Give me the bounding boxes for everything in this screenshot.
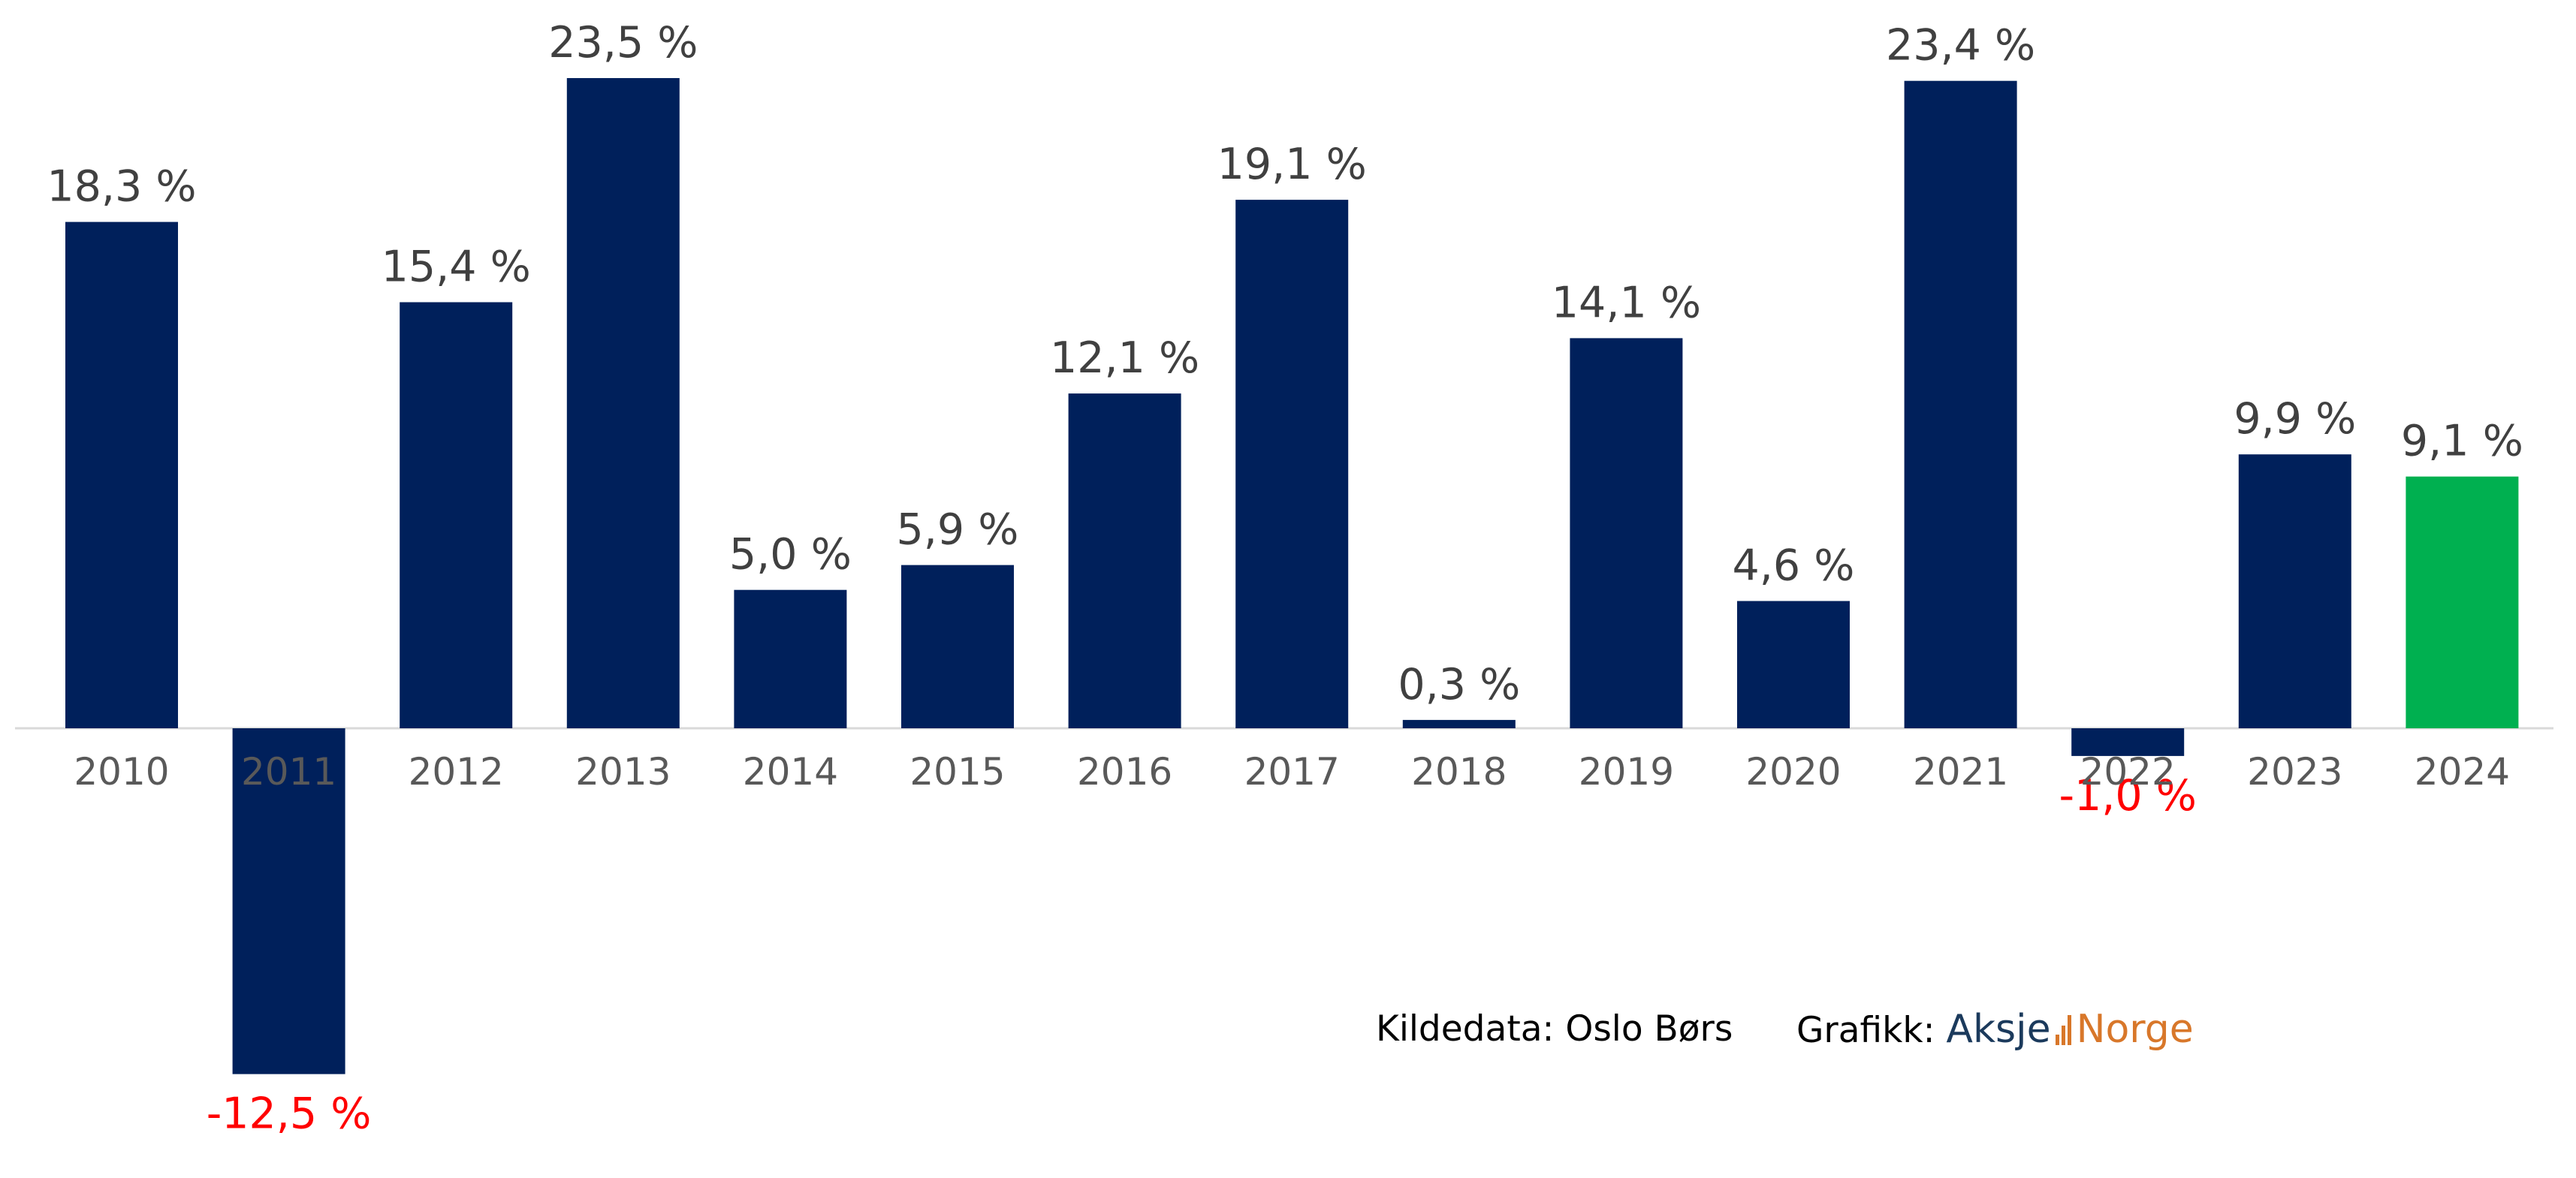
value-label-2010: 18,3 %: [47, 162, 196, 212]
value-label-2015: 5,9 %: [897, 505, 1019, 555]
x-tick-2017: 2017: [1244, 750, 1340, 794]
bar-2019: [1570, 338, 1683, 728]
x-tick-2018: 2018: [1411, 750, 1507, 794]
value-label-2012: 15,4 %: [382, 243, 531, 292]
value-label-2021: 23,4 %: [1886, 21, 2035, 71]
x-tick-2011: 2011: [241, 750, 336, 794]
bar-2011: [232, 728, 345, 1074]
bar-2020: [1737, 601, 1850, 728]
bar-2021: [1904, 80, 2017, 728]
bar-2016: [1068, 393, 1181, 728]
value-label-2014: 5,0 %: [729, 530, 852, 580]
value-labels-group: 18,3 % -12,5 % 15,4 % 23,5 % 5,0 % 5,9 % 12,1 …: [47, 18, 2523, 1139]
value-label-2017: 19,1 %: [1217, 140, 1367, 189]
value-label-2023: 9,9 %: [2234, 394, 2356, 444]
bar-2014: [734, 589, 847, 728]
bar-2010: [65, 221, 178, 729]
x-tick-2013: 2013: [575, 750, 671, 794]
bars-group: [65, 78, 2519, 1074]
bar-2015: [901, 565, 1014, 728]
value-label-2016: 12,1 %: [1050, 333, 1199, 383]
x-tick-2014: 2014: [743, 750, 838, 794]
value-label-2024: 9,1 %: [2401, 417, 2523, 466]
graphic-credit: Grafikk: Aksje Norge: [1796, 1007, 2194, 1053]
x-tick-2019: 2019: [1579, 750, 1674, 794]
x-tick-2016: 2016: [1077, 750, 1172, 794]
bar-chart-icon: [2054, 1015, 2074, 1045]
value-label-2019: 14,1 %: [1552, 278, 1701, 327]
value-label-2018: 0,3 %: [1398, 660, 1520, 710]
value-label-2020: 4,6 %: [1733, 541, 1855, 591]
value-label-2011: -12,5 %: [207, 1089, 372, 1139]
brand-logo: Aksje Norge: [1946, 1007, 2193, 1052]
value-label-2022: -1,0 %: [2059, 771, 2197, 821]
x-tick-2021: 2021: [1913, 750, 2008, 794]
bar-2022: [2071, 728, 2185, 756]
x-tick-2024: 2024: [2415, 750, 2510, 794]
graphic-prefix: Grafikk:: [1796, 1010, 1935, 1051]
brand-part-1: Aksje: [1946, 1007, 2051, 1052]
x-tick-2010: 2010: [74, 750, 169, 794]
value-label-2013: 23,5 %: [548, 18, 698, 68]
bar-2018: [1402, 719, 1516, 728]
x-axis-tick-labels: 2010 2011 2012 2013 2014 2015 2016 2017 2018 2019…: [74, 750, 2510, 794]
bar-2013: [566, 78, 680, 728]
x-tick-2012: 2012: [409, 750, 504, 794]
bar-2017: [1235, 200, 1349, 729]
bar-2024: [2406, 476, 2519, 728]
x-tick-2015: 2015: [909, 750, 1005, 794]
x-tick-2020: 2020: [1745, 750, 1841, 794]
brand-part-2: Norge: [2076, 1007, 2194, 1052]
source-note: Kildedata: Oslo Børs: [1376, 1008, 1733, 1050]
bar-2012: [400, 302, 513, 728]
bar-2023: [2238, 454, 2351, 728]
x-tick-2023: 2023: [2247, 750, 2342, 794]
x-tick-2022: 2022: [2080, 750, 2176, 794]
